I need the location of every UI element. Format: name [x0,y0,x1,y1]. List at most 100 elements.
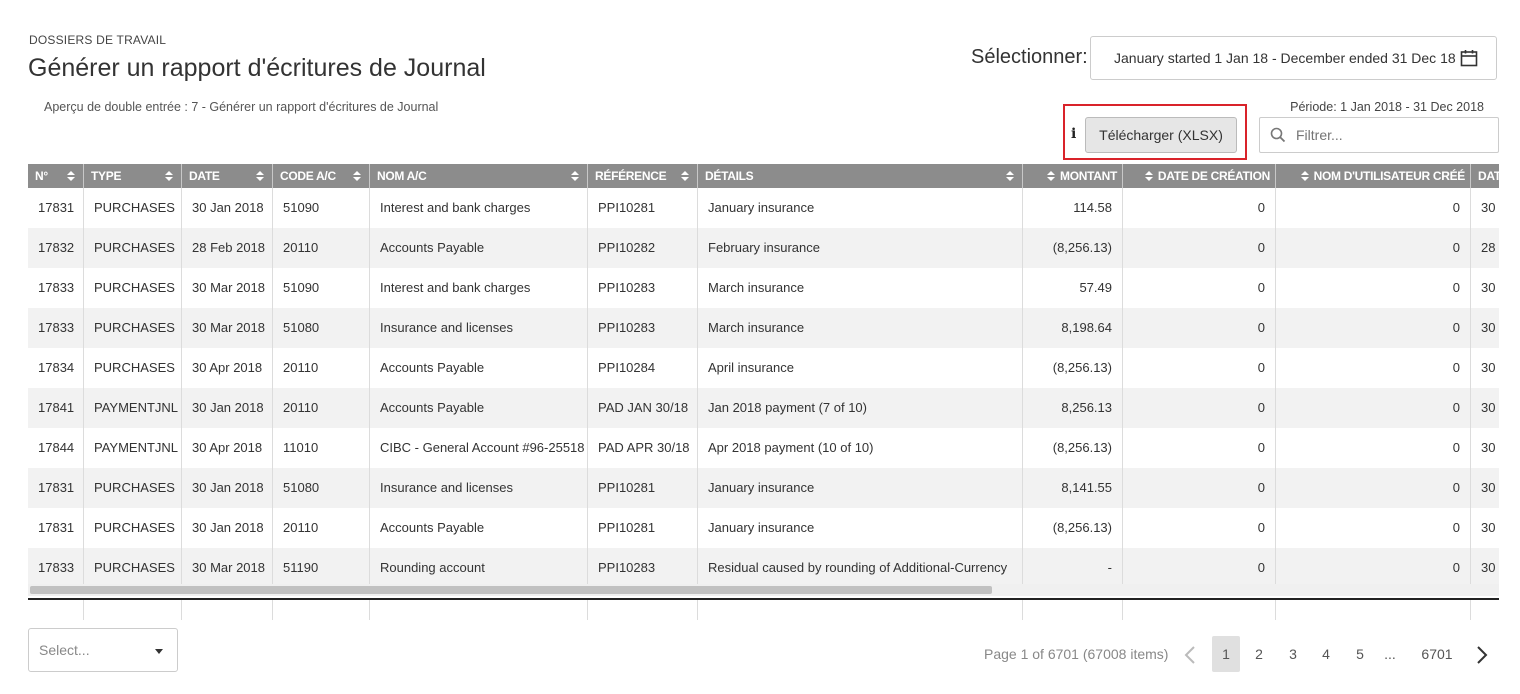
cell-col-date-extra: 30 . [1471,348,1499,388]
period-text: Période: 1 Jan 2018 - 31 Dec 2018 [1290,100,1484,114]
header-label: DATE DE CRÉATION [1157,169,1270,183]
cell-col-type: PURCHASES [84,268,182,308]
cell-col-created-user: 0 [1276,228,1471,268]
report-subtitle: Aperçu de double entrée : 7 - Générer un… [44,100,439,114]
page-button-1[interactable]: 1 [1212,636,1240,672]
next-page-icon[interactable] [1470,636,1494,672]
header-label: CODE A/C [280,169,336,183]
horizontal-scrollbar[interactable] [28,584,1499,596]
cell-col-account-name: Rounding account [370,548,588,588]
table-row[interactable]: 17844 PAYMENTJNL 30 Apr 2018 11010 CIBC - Ge… [28,428,1499,468]
cell-col-reference: PPI10282 [588,228,698,268]
cell-col-type: PURCHASES [84,468,182,508]
page-button-4[interactable]: 4 [1322,646,1330,662]
header-col-account-name[interactable]: NOM A/C [370,164,588,188]
sort-icon[interactable] [1006,171,1014,182]
cell-col-reference: PPI10283 [588,548,698,588]
cell-col-date: 30 Jan 2018 [182,508,273,548]
footer-divider [1022,600,1023,620]
sort-icon[interactable] [1300,171,1309,182]
cell-col-date-extra: 30 . [1471,508,1499,548]
sort-icon[interactable] [165,171,173,182]
header-col-details[interactable]: DÉTAILS [698,164,1023,188]
caret-down-icon [155,649,163,654]
cell-col-account-name: Accounts Payable [370,508,588,548]
cell-col-created-date: 0 [1123,188,1276,228]
sort-icon[interactable] [1047,171,1055,182]
sort-icon[interactable] [571,171,579,182]
page-button-5[interactable]: 5 [1356,646,1364,662]
info-icon[interactable]: i [1071,126,1077,142]
footer-divider [83,600,84,620]
page-button-6701[interactable]: 6701 [1421,646,1453,662]
page-button-3[interactable]: 3 [1289,646,1297,662]
header-col-created-user[interactable]: NOM D'UTILISATEUR CRÉÉ [1276,164,1471,188]
highlight-box [1063,104,1247,160]
breadcrumb: DOSSIERS DE TRAVAIL [29,33,167,47]
header-col-code[interactable]: CODE A/C [273,164,370,188]
cell-col-amount: (8,256.13) [1023,228,1123,268]
header-col-date-extra[interactable]: DAT [1471,164,1499,188]
sort-icon[interactable] [256,171,264,182]
cell-col-created-date: 0 [1123,468,1276,508]
cell-col-type: PAYMENTJNL [84,428,182,468]
header-col-date[interactable]: DATE [182,164,273,188]
table-row[interactable]: 17831 PURCHASES 30 Jan 2018 20110 Accounts P… [28,508,1499,548]
cell-col-date-extra: 30 [1471,268,1499,308]
header-col-created-date[interactable]: DATE DE CRÉATION [1123,164,1276,188]
cell-col-account-name: Accounts Payable [370,228,588,268]
table-row[interactable]: 17831 PURCHASES 30 Jan 2018 51080 Insurance … [28,468,1499,508]
cell-col-amount: - [1023,548,1123,588]
footer-divider [1470,600,1471,620]
header-col-reference[interactable]: RÉFÉRENCE [588,164,698,188]
cell-col-created-user: 0 [1276,548,1471,588]
period-date-picker[interactable]: January started 1 Jan 18 - December ende… [1090,36,1497,80]
grid-header: N° TYPE DATE CODE A/C NOM A/C RÉFÉRENCE DÉTAIL… [28,164,1499,188]
table-row[interactable]: 17833 PURCHASES 30 Mar 2018 51190 Rounding a… [28,548,1499,588]
sort-icon[interactable] [67,171,75,182]
sort-icon[interactable] [353,171,361,182]
filter-box[interactable] [1259,117,1499,153]
cell-col-details: February insurance [698,228,1023,268]
cell-col-account-name: Interest and bank charges [370,268,588,308]
page-info: Page 1 of 6701 (67008 items) [984,646,1169,662]
cell-col-code: 20110 [273,348,370,388]
table-row[interactable]: 17841 PAYMENTJNL 30 Jan 2018 20110 Accounts … [28,388,1499,428]
header-col-type[interactable]: TYPE [84,164,182,188]
table-row[interactable]: 17833 PURCHASES 30 Mar 2018 51080 Insurance … [28,308,1499,348]
page-title: Générer un rapport d'écritures de Journa… [28,54,486,82]
table-row[interactable]: 17831 PURCHASES 30 Jan 2018 51090 Interest a… [28,188,1499,228]
table-row[interactable]: 17834 PURCHASES 30 Apr 2018 20110 Accounts P… [28,348,1499,388]
cell-col-date: 30 Mar 2018 [182,308,273,348]
cell-col-created-date: 0 [1123,548,1276,588]
page-size-select[interactable]: Select... [28,628,178,672]
cell-col-code: 51190 [273,548,370,588]
calendar-icon[interactable] [1460,49,1478,67]
cell-col-reference: PAD APR 30/18 [588,428,698,468]
header-col-amount[interactable]: MONTANT [1023,164,1123,188]
sort-icon[interactable] [1144,171,1153,182]
table-row[interactable]: 17833 PURCHASES 30 Mar 2018 51090 Interest a… [28,268,1499,308]
cell-col-amount: 57.49 [1023,268,1123,308]
cell-col-reference: PPI10283 [588,268,698,308]
cell-col-no: 17834 [28,348,84,388]
header-col-no[interactable]: N° [28,164,84,188]
cell-col-details: Residual caused by rounding of Additiona… [698,548,1023,588]
cell-col-reference: PPI10281 [588,508,698,548]
footer-divider [272,600,273,620]
cell-col-date: 30 Apr 2018 [182,348,273,388]
cell-col-no: 17833 [28,548,84,588]
cell-col-created-user: 0 [1276,388,1471,428]
download-xlsx-button[interactable]: Télécharger (XLSX) [1085,117,1237,153]
page-button-2[interactable]: 2 [1255,646,1263,662]
cell-col-no: 17833 [28,308,84,348]
cell-col-type: PURCHASES [84,548,182,588]
cell-col-created-user: 0 [1276,308,1471,348]
cell-col-details: Jan 2018 payment (7 of 10) [698,388,1023,428]
prev-page-icon[interactable] [1178,636,1202,672]
sort-icon[interactable] [681,171,689,182]
filter-input[interactable] [1294,126,1488,144]
table-row[interactable]: 17832 PURCHASES 28 Feb 2018 20110 Accounts P… [28,228,1499,268]
scrollbar-thumb[interactable] [30,586,992,594]
cell-col-account-name: Accounts Payable [370,388,588,428]
